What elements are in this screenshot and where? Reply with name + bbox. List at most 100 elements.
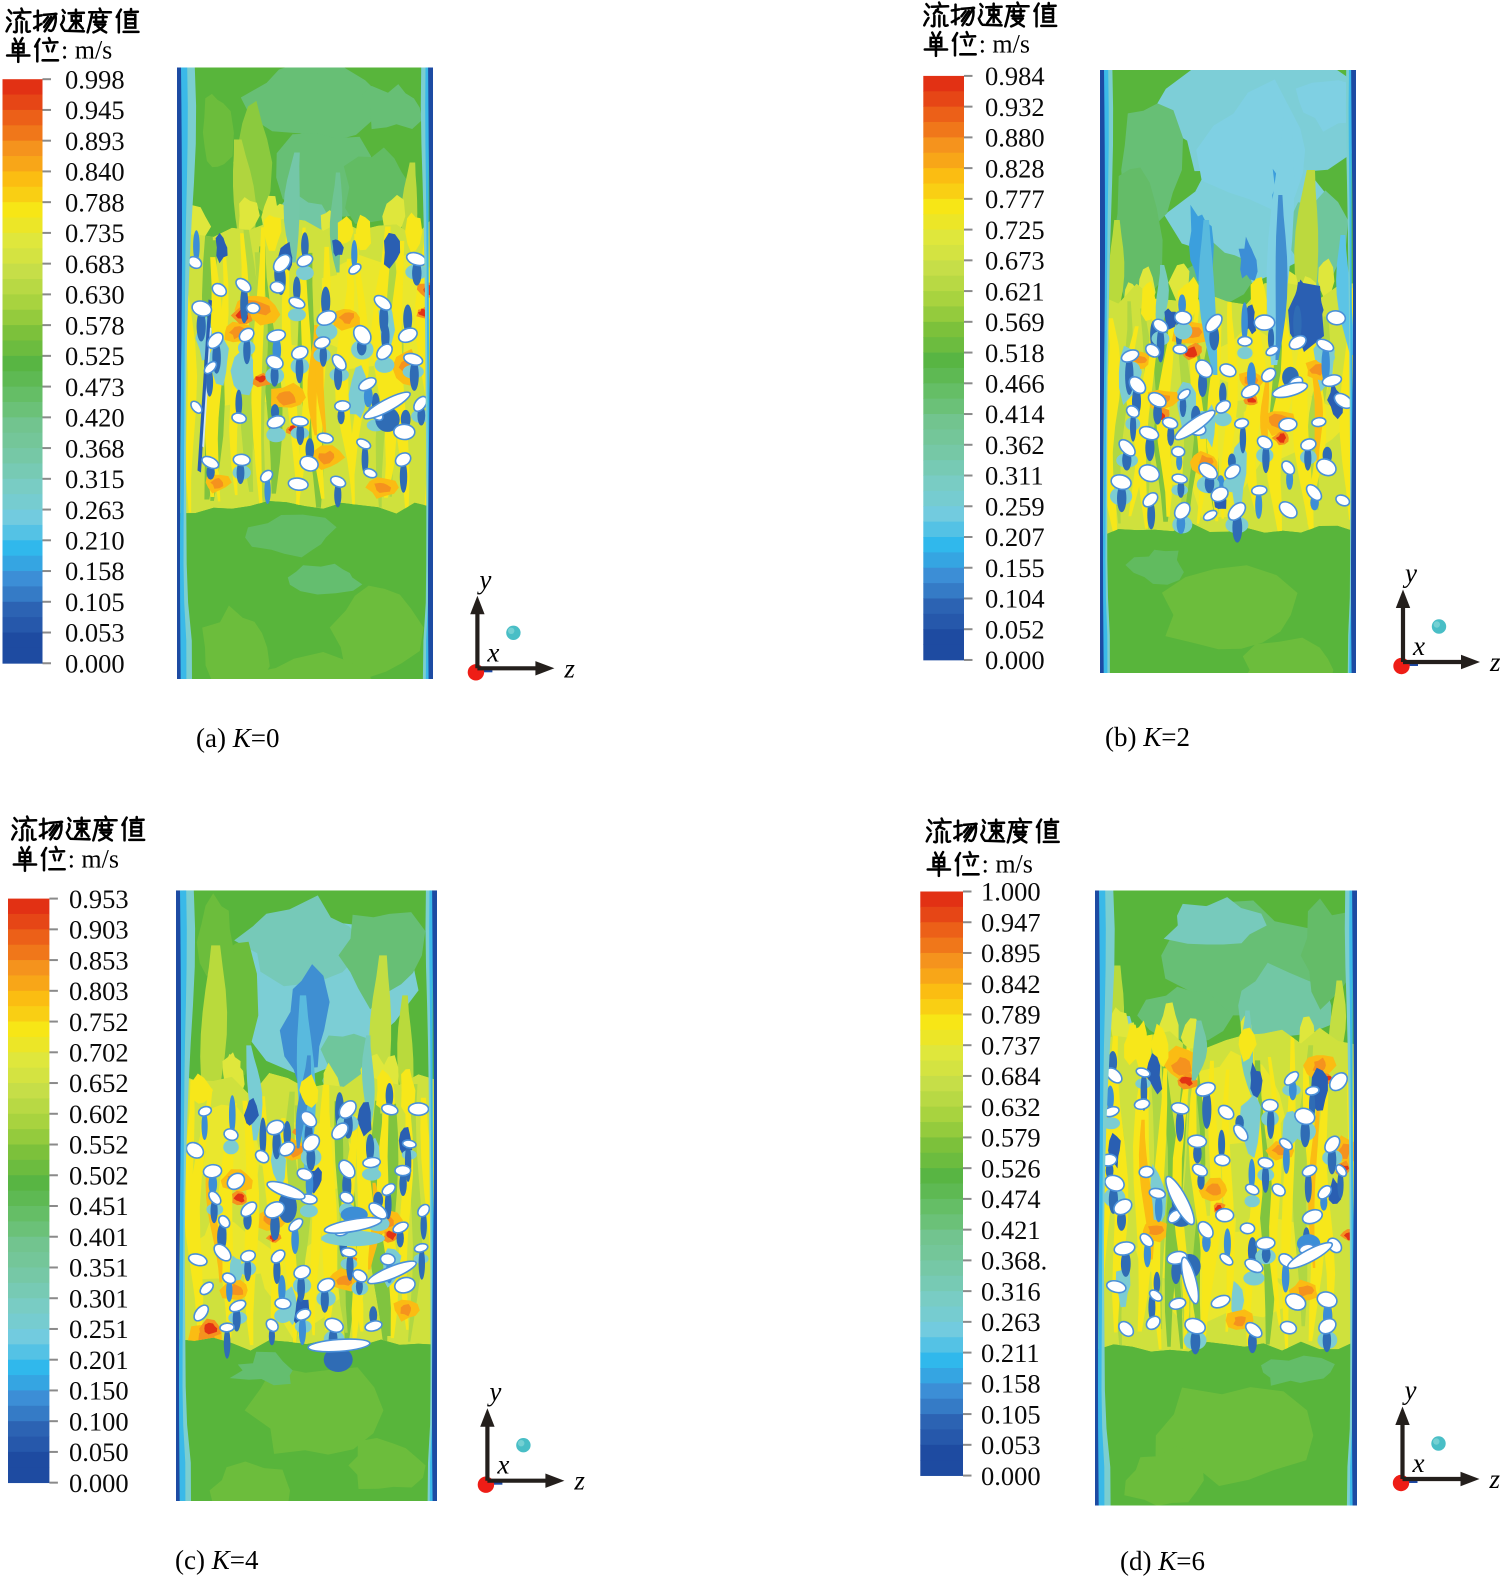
svg-text:0.953: 0.953 [69, 884, 129, 914]
svg-text:0.518: 0.518 [985, 338, 1045, 368]
svg-text:0.473: 0.473 [65, 372, 125, 402]
svg-text:z: z [563, 653, 575, 683]
svg-text:0.903: 0.903 [69, 915, 129, 945]
svg-text:y: y [1402, 558, 1417, 588]
svg-text:0.526: 0.526 [981, 1153, 1041, 1183]
svg-text:0.853: 0.853 [69, 945, 129, 975]
svg-text:0.052: 0.052 [985, 614, 1045, 644]
svg-text:(c) K=4: (c) K=4 [175, 1545, 259, 1575]
svg-text:0.259: 0.259 [985, 491, 1045, 521]
svg-text:0.155: 0.155 [985, 553, 1045, 583]
svg-text:: m/s: : m/s [61, 36, 112, 65]
svg-text:: m/s: : m/s [979, 30, 1030, 59]
svg-text:0.502: 0.502 [69, 1160, 129, 1190]
svg-text:0.000: 0.000 [985, 645, 1045, 675]
svg-text:0.311: 0.311 [985, 461, 1044, 491]
svg-text:1.000: 1.000 [981, 877, 1041, 907]
svg-text:0.840: 0.840 [65, 157, 125, 187]
svg-text:0.474: 0.474 [981, 1184, 1041, 1214]
svg-text:0.000: 0.000 [69, 1468, 129, 1498]
svg-text:0.683: 0.683 [65, 249, 125, 279]
svg-text:0.803: 0.803 [69, 976, 129, 1006]
svg-text:0.737: 0.737 [981, 1030, 1041, 1060]
svg-text:0.351: 0.351 [69, 1253, 129, 1283]
svg-text:0.673: 0.673 [985, 246, 1045, 276]
svg-text:0.525: 0.525 [65, 341, 125, 371]
svg-text:0.401: 0.401 [69, 1222, 129, 1252]
svg-text:0.947: 0.947 [981, 907, 1041, 937]
svg-text:x: x [1412, 1448, 1425, 1478]
svg-text:0.842: 0.842 [981, 969, 1041, 999]
svg-text:0.828: 0.828 [985, 153, 1045, 183]
svg-text:0.420: 0.420 [65, 403, 125, 433]
svg-text:0.466: 0.466 [985, 369, 1045, 399]
svg-text:0.752: 0.752 [69, 1007, 129, 1037]
svg-text:z: z [1489, 647, 1500, 677]
svg-text:0.932: 0.932 [985, 92, 1045, 122]
svg-text:0.578: 0.578 [65, 310, 125, 340]
svg-text:0.368: 0.368 [65, 433, 125, 463]
svg-text:0.211: 0.211 [981, 1338, 1040, 1368]
svg-text:0.263: 0.263 [981, 1307, 1041, 1337]
svg-text:0.000: 0.000 [981, 1461, 1041, 1491]
svg-text:0.684: 0.684 [981, 1061, 1041, 1091]
svg-text:0.207: 0.207 [985, 522, 1045, 552]
svg-text:0.053: 0.053 [981, 1430, 1041, 1460]
svg-text:z: z [573, 1466, 585, 1496]
svg-text:(b) K=2: (b) K=2 [1105, 722, 1190, 752]
svg-text:x: x [1412, 631, 1425, 661]
svg-text:0.895: 0.895 [981, 938, 1041, 968]
svg-text:0.777: 0.777 [985, 184, 1045, 214]
svg-text:0.105: 0.105 [981, 1399, 1041, 1429]
svg-text:y: y [1402, 1375, 1417, 1405]
svg-text:0.414: 0.414 [985, 399, 1045, 429]
svg-text:0.251: 0.251 [69, 1314, 129, 1344]
svg-text:0.315: 0.315 [65, 464, 125, 494]
svg-text:0.050: 0.050 [69, 1437, 129, 1467]
svg-text:(a) K=0: (a) K=0 [196, 723, 279, 753]
svg-text:0.632: 0.632 [981, 1092, 1041, 1122]
svg-text:y: y [486, 1377, 501, 1407]
svg-text:0.702: 0.702 [69, 1038, 129, 1068]
svg-text:0.569: 0.569 [985, 307, 1045, 337]
svg-text:0.158: 0.158 [981, 1369, 1041, 1399]
svg-text:0.000: 0.000 [65, 648, 125, 678]
svg-text:0.210: 0.210 [65, 526, 125, 556]
svg-text:0.725: 0.725 [985, 215, 1045, 245]
svg-text:0.451: 0.451 [69, 1191, 129, 1221]
svg-text:y: y [476, 564, 491, 594]
svg-text:0.788: 0.788 [65, 187, 125, 217]
svg-text:0.998: 0.998 [65, 64, 125, 94]
svg-text:x: x [496, 1450, 509, 1480]
svg-text:0.421: 0.421 [981, 1215, 1041, 1245]
svg-text:0.201: 0.201 [69, 1345, 129, 1375]
svg-text:x: x [486, 637, 499, 667]
svg-text:0.893: 0.893 [65, 126, 125, 156]
svg-text:0.105: 0.105 [65, 587, 125, 617]
svg-text:0.150: 0.150 [69, 1376, 129, 1406]
svg-text:0.362: 0.362 [985, 430, 1045, 460]
svg-text:0.316: 0.316 [981, 1276, 1041, 1306]
svg-text:0.368.: 0.368. [981, 1246, 1047, 1276]
svg-text:0.552: 0.552 [69, 1130, 129, 1160]
svg-text:: m/s: : m/s [68, 845, 119, 874]
svg-text:: m/s: : m/s [982, 850, 1033, 879]
svg-text:0.602: 0.602 [69, 1099, 129, 1129]
svg-text:0.158: 0.158 [65, 556, 125, 586]
svg-text:0.630: 0.630 [65, 280, 125, 310]
svg-text:z: z [1489, 1464, 1500, 1494]
svg-text:0.104: 0.104 [985, 584, 1045, 614]
svg-text:0.263: 0.263 [65, 495, 125, 525]
svg-text:0.789: 0.789 [981, 1000, 1041, 1030]
svg-text:0.945: 0.945 [65, 95, 125, 125]
svg-text:0.880: 0.880 [985, 123, 1045, 153]
svg-text:0.053: 0.053 [65, 618, 125, 648]
svg-text:0.735: 0.735 [65, 218, 125, 248]
svg-text:0.100: 0.100 [69, 1406, 129, 1436]
svg-text:(d) K=6: (d) K=6 [1120, 1546, 1205, 1576]
svg-text:0.652: 0.652 [69, 1068, 129, 1098]
svg-text:0.579: 0.579 [981, 1123, 1041, 1153]
svg-text:0.984: 0.984 [985, 61, 1045, 91]
svg-text:0.621: 0.621 [985, 276, 1045, 306]
svg-text:0.301: 0.301 [69, 1283, 129, 1313]
